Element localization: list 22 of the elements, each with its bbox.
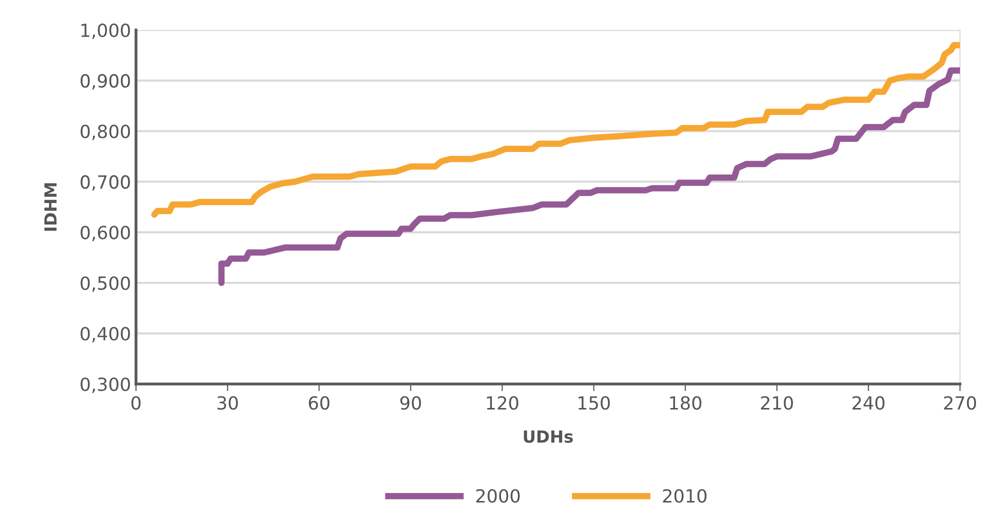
- x-axis-title: UDHs: [524, 430, 573, 443]
- x-tick-label: 240: [852, 396, 884, 410]
- y-tick-label: 0,900: [80, 74, 130, 90]
- legend-label: 2010: [663, 489, 706, 503]
- x-tick-label: 120: [486, 396, 518, 410]
- x-tick-label: 60: [308, 396, 330, 410]
- y-tick-label: 0,700: [80, 175, 130, 191]
- x-tick-label: 150: [578, 396, 610, 410]
- x-tick-label: 90: [400, 396, 421, 410]
- y-tick-label: 1,000: [81, 23, 130, 39]
- y-axis-title: IDHM: [44, 183, 57, 231]
- x-tick-label: 30: [217, 396, 238, 410]
- y-tick-label: 0,400: [80, 326, 130, 342]
- x-tick-label: 270: [944, 396, 976, 410]
- y-tick-label: 0,300: [80, 377, 130, 393]
- y-tick-label: 0,600: [80, 226, 130, 242]
- legend-label: 2000: [476, 489, 520, 503]
- y-tick-label: 0,800: [80, 124, 130, 140]
- x-tick-label: 180: [670, 396, 702, 410]
- x-tick-label: 0: [131, 396, 141, 410]
- x-tick-label: 210: [760, 396, 793, 410]
- y-tick-label: 0,500: [80, 276, 130, 292]
